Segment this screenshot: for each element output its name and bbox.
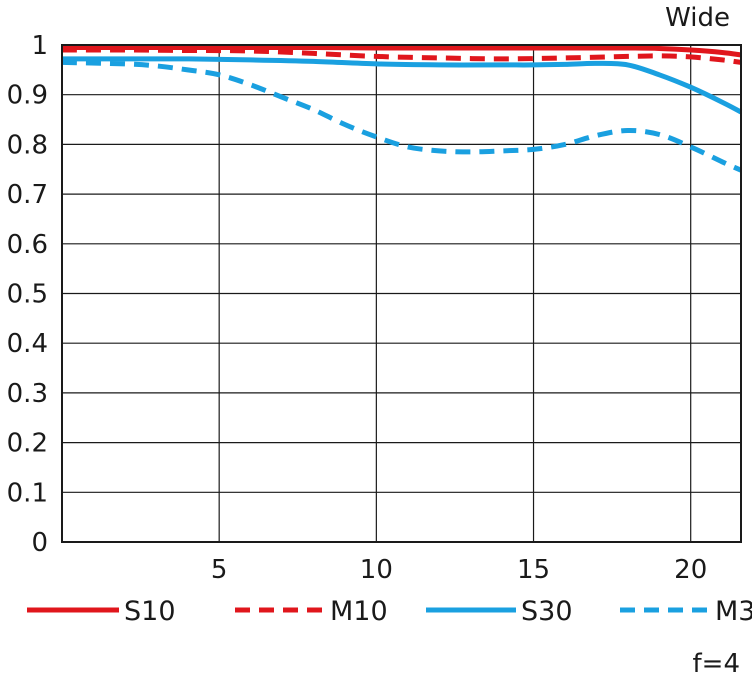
series-line-s30 [62,56,743,115]
legend-label-m10: M10 [330,596,388,627]
y-tick-label: 0.8 [7,130,48,160]
grid [62,44,741,543]
y-tick-label: 0.5 [7,280,48,310]
x-tick-label: 15 [517,555,550,585]
y-tick-label: 0.9 [7,81,48,111]
y-tick-label: 1 [31,31,48,61]
series-line-s10 [61,44,742,58]
x-tick-label: 5 [211,555,228,585]
y-tick-label: 0.4 [7,329,48,359]
y-tick-label: 0.6 [7,230,48,260]
legend-label-m30: M30 [715,596,752,627]
chart-subtitle: Wide [665,3,730,33]
y-tick-label: 0.7 [7,180,48,210]
series-line-m30 [61,59,743,173]
x-tick-label: 10 [360,555,393,585]
y-tick-labels: 0 0.1 0.2 0.3 0.4 0.5 0.6 0.7 0.8 0.9 1 [7,31,48,558]
y-tick-label: 0.3 [7,379,48,409]
plot-frame [61,44,742,543]
legend-label-s30: S30 [521,596,573,627]
x-tick-label: 20 [674,555,707,585]
f-number-annotation: f=4 [693,649,740,679]
legend: S10 M10 S30 M30 [27,596,752,627]
legend-label-s10: S10 [124,596,176,627]
series-lines [61,44,743,173]
y-tick-label: 0 [31,528,48,558]
y-tick-label: 0.1 [7,478,48,508]
y-tick-label: 0.2 [7,429,48,459]
x-tick-labels: 5 10 15 20 [211,555,707,585]
series-line-m10 [61,47,742,65]
